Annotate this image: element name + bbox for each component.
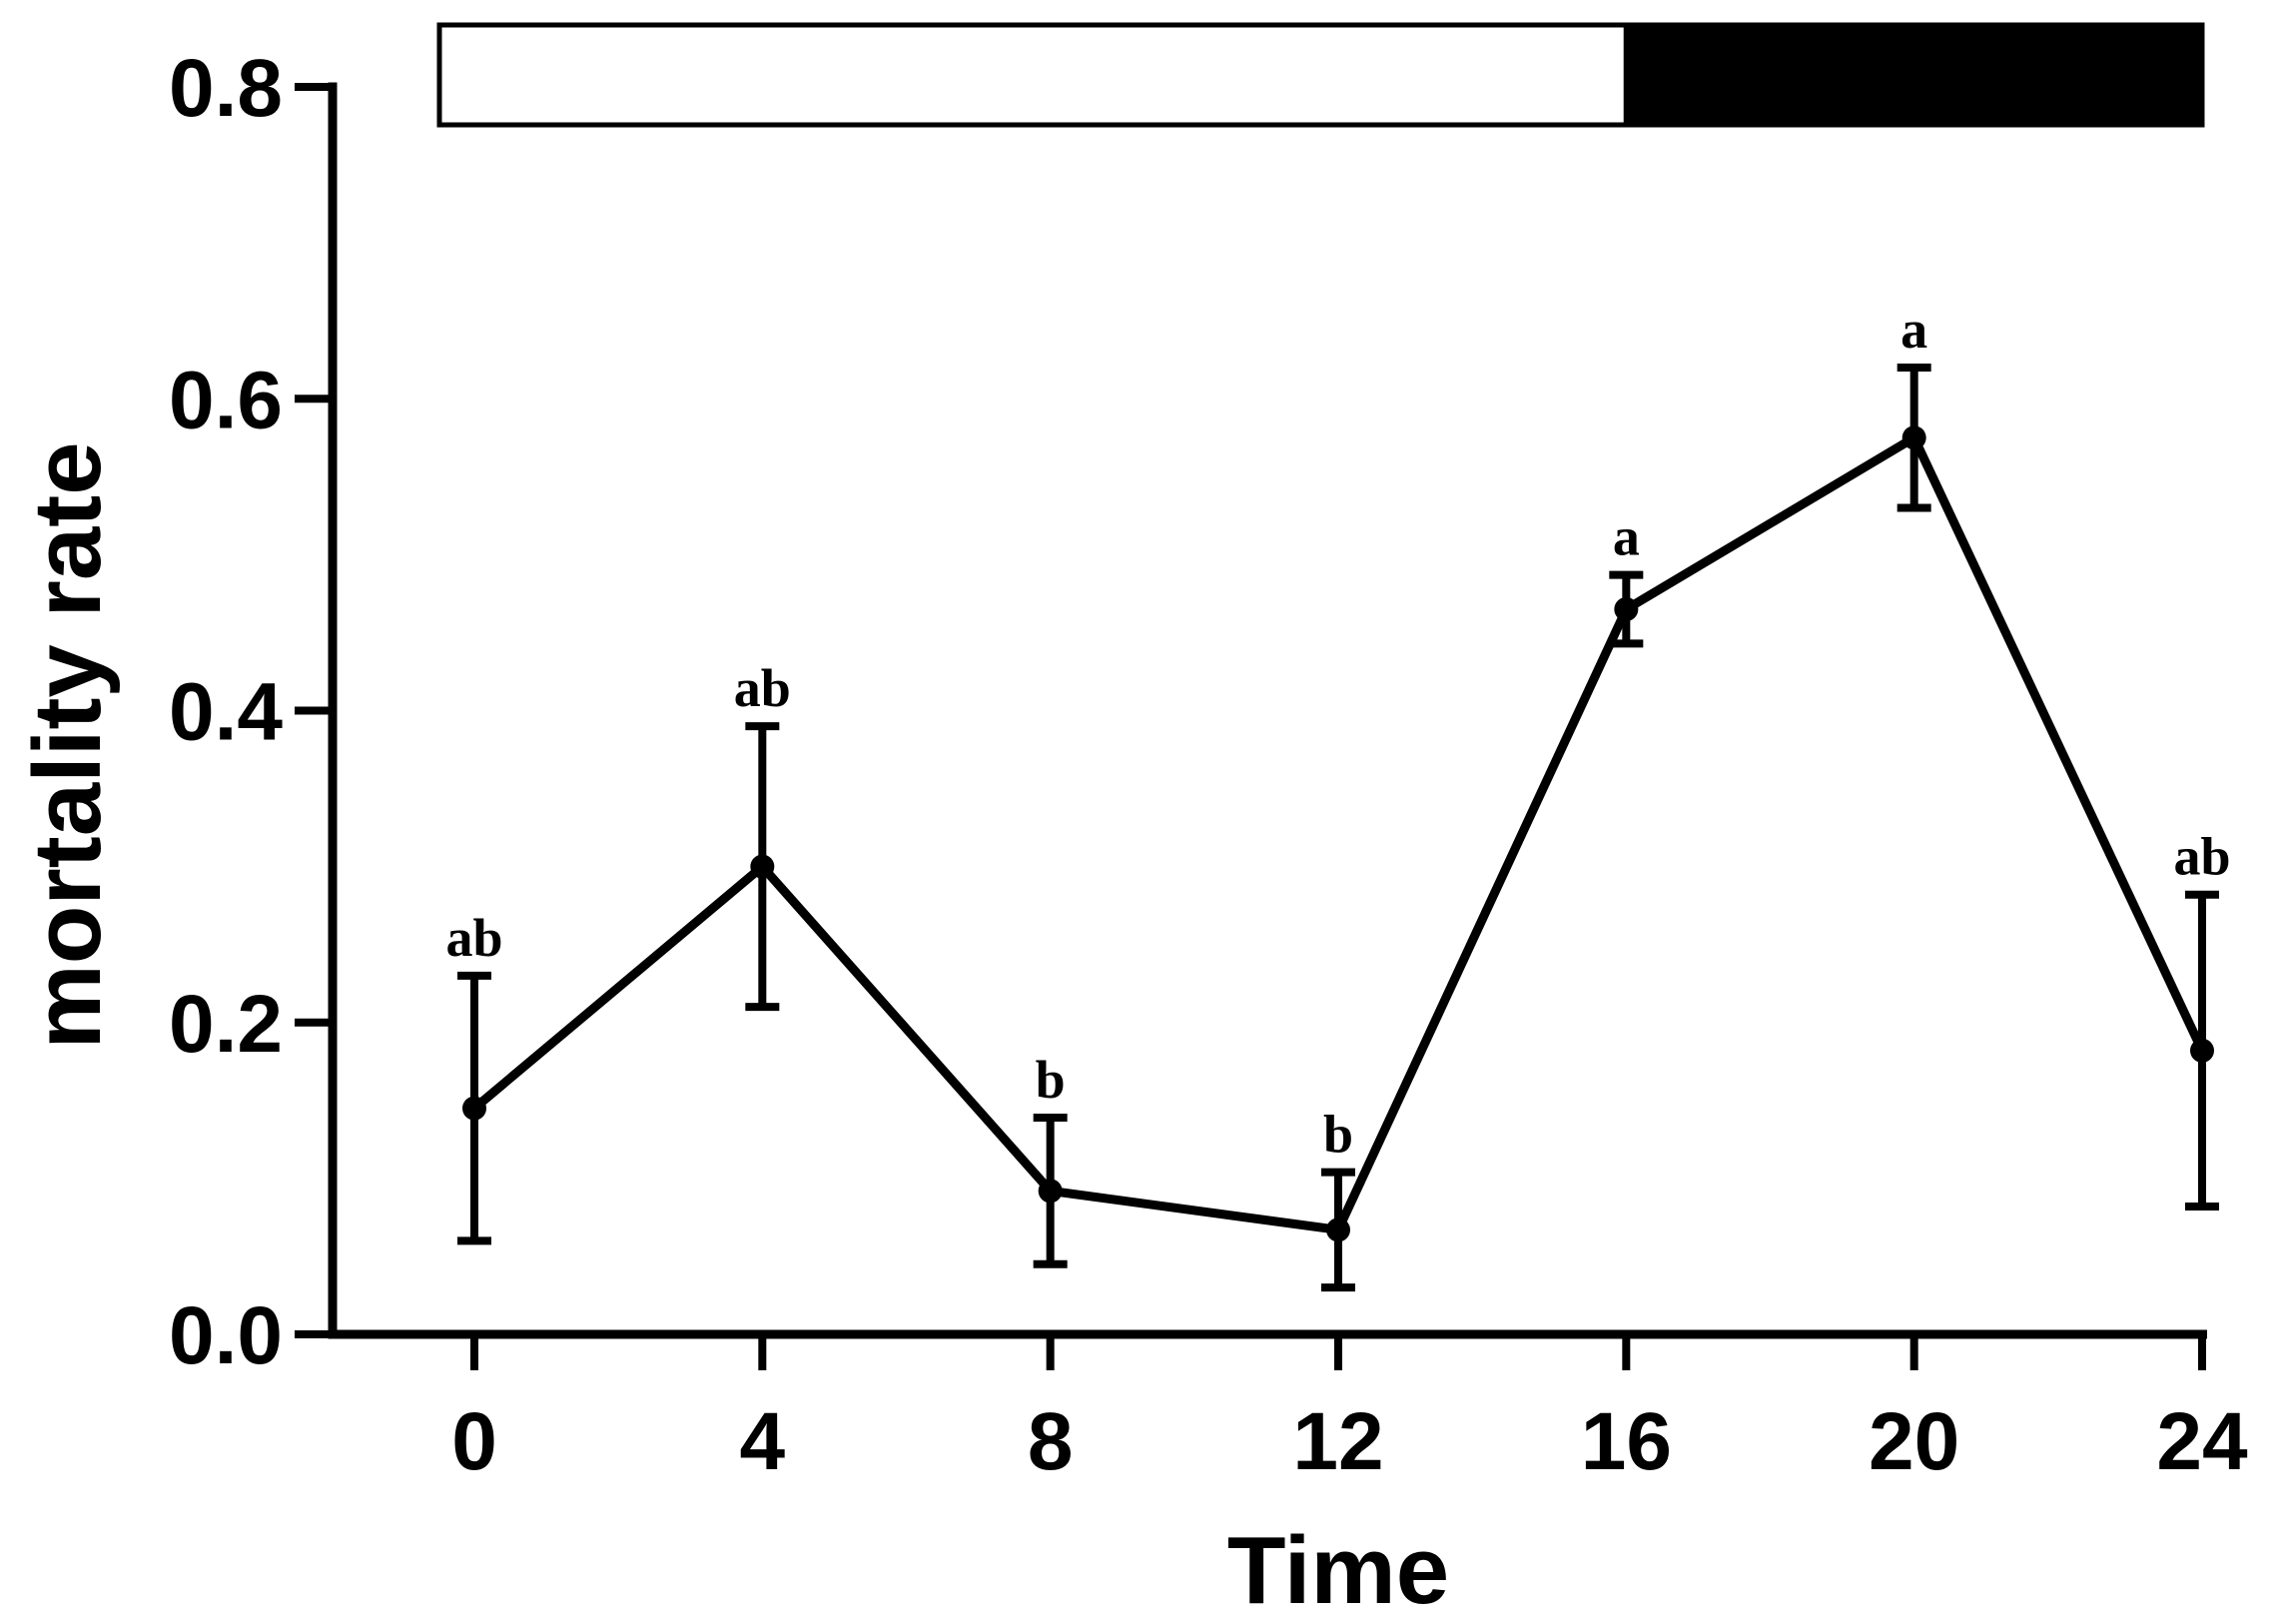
significance-label: b	[1036, 1050, 1066, 1110]
x-tick-label: 12	[1292, 1396, 1383, 1487]
significance-label: a	[1901, 300, 1927, 360]
x-tick-label: 24	[2156, 1396, 2248, 1487]
x-axis-title: Time	[1227, 1517, 1449, 1624]
y-tick-label: 0.2	[169, 979, 283, 1070]
data-point	[2190, 1038, 2214, 1063]
data-point	[1902, 425, 1926, 450]
x-tick-label: 16	[1581, 1396, 1672, 1487]
y-tick-label: 0.6	[169, 355, 283, 445]
x-tick-label: 0	[451, 1396, 497, 1487]
y-tick-label: 0.4	[169, 667, 283, 758]
data-point	[750, 854, 775, 879]
significance-label: b	[1323, 1105, 1353, 1165]
photoperiod-dark	[1623, 22, 2205, 128]
significance-label: ab	[734, 658, 791, 718]
significance-label: a	[1613, 507, 1640, 567]
data-point	[1326, 1218, 1350, 1242]
y-axis-ticks: 0.0 0.2 0.4 0.6 0.8	[169, 43, 333, 1381]
y-tick-label: 0.0	[169, 1290, 283, 1381]
y-tick-label: 0.8	[169, 43, 283, 134]
significance-label: ab	[445, 908, 502, 968]
axes	[328, 82, 2207, 1339]
significance-label: ab	[2173, 827, 2230, 887]
x-tick-label: 4	[740, 1396, 786, 1487]
x-tick-label: 20	[1869, 1396, 1959, 1487]
x-tick-label: 8	[1028, 1396, 1074, 1487]
x-axis-ticks: 0 4 8 12 16 20 24	[451, 1334, 2248, 1487]
data-series: ab ab b b a a ab	[445, 300, 2231, 1292]
photoperiod-light	[436, 22, 1629, 128]
data-point	[1038, 1179, 1063, 1204]
data-point	[462, 1096, 486, 1121]
y-axis-title: mortality rate	[14, 441, 121, 1049]
photoperiod-bar	[436, 22, 2205, 128]
data-point	[1614, 597, 1639, 622]
